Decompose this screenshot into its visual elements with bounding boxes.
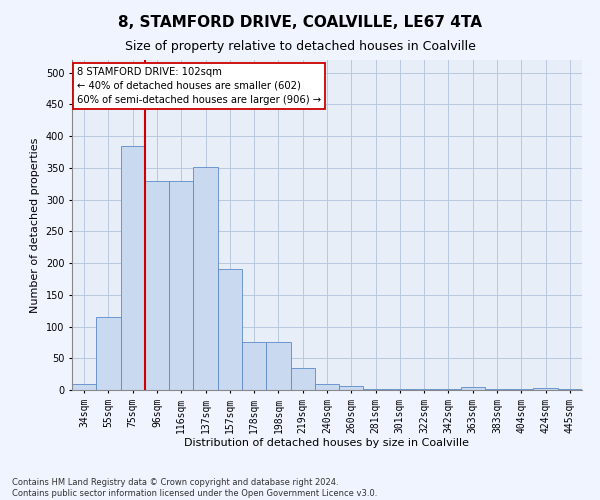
Bar bbox=[72, 384, 96, 390]
Text: 8 STAMFORD DRIVE: 102sqm
← 40% of detached houses are smaller (602)
60% of semi-: 8 STAMFORD DRIVE: 102sqm ← 40% of detach… bbox=[77, 66, 321, 104]
Bar bbox=[218, 270, 242, 390]
Bar bbox=[266, 342, 290, 390]
Bar bbox=[339, 386, 364, 390]
Y-axis label: Number of detached properties: Number of detached properties bbox=[30, 138, 40, 312]
Bar bbox=[145, 180, 169, 390]
Bar bbox=[169, 180, 193, 390]
Bar bbox=[121, 146, 145, 390]
Bar bbox=[364, 388, 388, 390]
Bar bbox=[193, 166, 218, 390]
Bar bbox=[96, 317, 121, 390]
Text: Size of property relative to detached houses in Coalville: Size of property relative to detached ho… bbox=[125, 40, 475, 53]
Bar bbox=[533, 388, 558, 390]
Text: Contains HM Land Registry data © Crown copyright and database right 2024.
Contai: Contains HM Land Registry data © Crown c… bbox=[12, 478, 377, 498]
Text: 8, STAMFORD DRIVE, COALVILLE, LE67 4TA: 8, STAMFORD DRIVE, COALVILLE, LE67 4TA bbox=[118, 15, 482, 30]
Bar bbox=[242, 342, 266, 390]
Bar bbox=[461, 387, 485, 390]
Bar bbox=[315, 384, 339, 390]
Bar bbox=[290, 368, 315, 390]
X-axis label: Distribution of detached houses by size in Coalville: Distribution of detached houses by size … bbox=[185, 438, 470, 448]
